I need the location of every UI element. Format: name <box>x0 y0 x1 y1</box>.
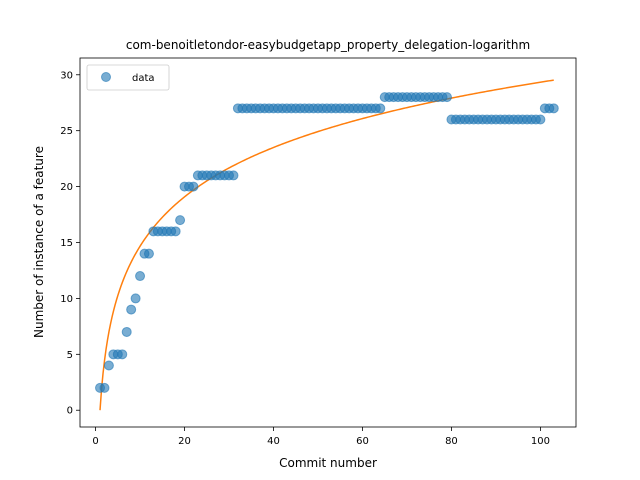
data-point <box>103 360 114 371</box>
x-tick-label: 100 <box>531 436 550 447</box>
data-point <box>375 103 386 114</box>
data-point <box>548 103 559 114</box>
y-tick-label: 25 <box>60 126 73 137</box>
x-tick-label: 80 <box>445 436 458 447</box>
chart-title: com-benoitletondor-easybudgetapp_propert… <box>126 38 530 52</box>
data-points-layer <box>95 92 559 393</box>
legend: data <box>86 64 170 91</box>
y-tick-label: 5 <box>67 350 73 361</box>
plot-background <box>80 58 576 427</box>
y-axis-label: Number of instance of a feature <box>32 146 46 338</box>
data-point <box>130 293 141 304</box>
legend-box <box>86 64 170 91</box>
data-point <box>175 215 186 226</box>
y-tick-label: 15 <box>60 238 73 249</box>
data-point <box>228 170 239 181</box>
y-axis: 0 5 10 15 20 25 30 <box>60 70 80 417</box>
data-point <box>121 326 132 337</box>
y-tick-label: 10 <box>60 294 73 305</box>
data-point <box>188 181 199 192</box>
x-axis-label: Commit number <box>279 456 377 470</box>
plot-area <box>79 57 577 428</box>
data-point <box>442 92 452 103</box>
data-point <box>135 271 146 282</box>
data-point <box>117 349 128 360</box>
fit-line-layer <box>99 79 554 411</box>
y-tick-label: 20 <box>60 182 73 193</box>
data-point <box>99 382 110 393</box>
data-point <box>143 248 154 259</box>
data-point <box>535 114 546 125</box>
y-tick-label: 30 <box>60 70 73 81</box>
fit-line <box>99 79 554 411</box>
y-tick-label: 0 <box>67 406 73 417</box>
data-point <box>170 226 181 237</box>
x-tick-label: 40 <box>267 436 280 447</box>
legend-label: data <box>132 73 155 84</box>
x-axis: 0 20 40 60 80 100 <box>92 427 550 447</box>
legend-marker <box>101 72 111 82</box>
x-tick-label: 0 <box>92 436 98 447</box>
data-point <box>126 304 137 315</box>
x-tick-label: 60 <box>356 436 369 447</box>
x-tick-label: 20 <box>178 436 191 447</box>
